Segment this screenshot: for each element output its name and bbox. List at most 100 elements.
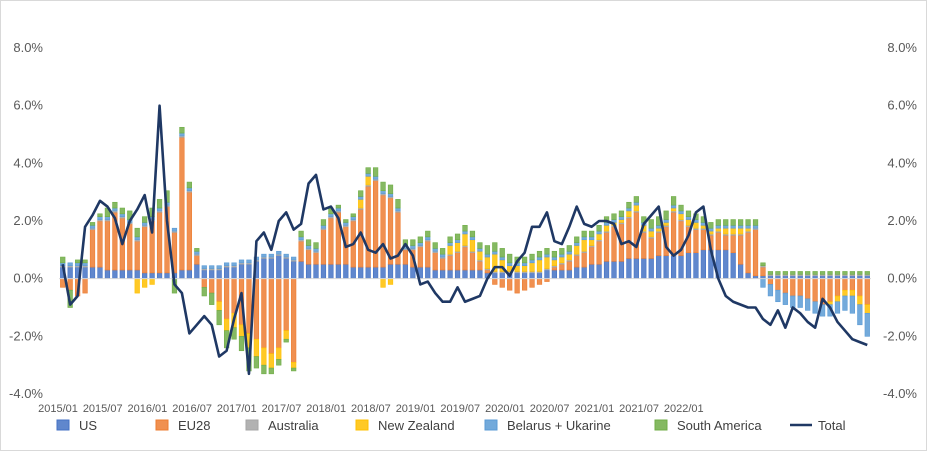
bar-us <box>410 266 416 279</box>
bar-eu28 <box>216 278 222 303</box>
bar-belarus-ukarine <box>417 242 423 246</box>
bar-belarus-ukarine <box>343 222 349 226</box>
bar-south-america <box>723 219 729 226</box>
bar-new-zealand <box>544 256 550 269</box>
bar-eu28 <box>365 186 371 268</box>
bar-belarus-ukarine <box>201 265 207 269</box>
bar-belarus-ukarine <box>663 219 669 223</box>
bar-us <box>447 269 453 279</box>
y-tick-label-left: 4.0% <box>13 155 43 170</box>
bar-belarus-ukarine <box>67 262 73 266</box>
bar-south-america <box>678 204 684 212</box>
bar-new-zealand <box>700 225 707 229</box>
bar-belarus-ukarine <box>842 295 848 311</box>
legend-label: EU28 <box>178 418 211 433</box>
bar-us <box>179 269 185 279</box>
bar-belarus-ukarine <box>75 262 81 266</box>
bar-belarus-ukarine <box>171 227 178 232</box>
bar-eu28 <box>767 278 774 285</box>
bar-eu28 <box>507 278 513 291</box>
bar-us <box>477 269 483 279</box>
bar-south-america <box>238 336 245 352</box>
bar-south-america <box>313 242 319 249</box>
bar-eu28 <box>693 229 699 254</box>
bar-belarus-ukarine <box>648 227 654 232</box>
bar-eu28 <box>536 278 543 285</box>
bar-belarus-ukarine <box>797 295 803 308</box>
bar-new-zealand <box>358 199 364 209</box>
bar-belarus-ukarine <box>581 236 587 241</box>
bar-eu28 <box>574 255 580 268</box>
bar-us <box>82 266 88 279</box>
bar-new-zealand <box>536 259 543 272</box>
bar-new-zealand <box>551 259 558 266</box>
bar-south-america <box>350 213 356 217</box>
bar-eu28 <box>529 278 535 288</box>
bar-belarus-ukarine <box>499 256 505 261</box>
bar-south-america <box>745 219 751 226</box>
bar-belarus-ukarine <box>633 201 639 206</box>
bar-south-america <box>320 219 327 226</box>
legend-label: New Zealand <box>378 418 455 433</box>
bar-belarus-ukarine <box>112 207 118 212</box>
bar-us <box>700 249 707 279</box>
bar-eu28 <box>782 278 788 294</box>
bar-new-zealand <box>670 207 677 212</box>
bar-new-zealand <box>149 278 155 285</box>
bar-belarus-ukarine <box>857 304 863 326</box>
bar-south-america <box>775 271 781 275</box>
bar-south-america <box>782 271 788 275</box>
bar-new-zealand <box>261 347 267 366</box>
bar-new-zealand <box>745 227 751 232</box>
bar-us <box>648 258 654 279</box>
legend: US EU28 Australia New Zealand Belarus + Ukar… <box>56 418 846 433</box>
bar-us <box>387 263 394 279</box>
bar-eu28 <box>142 226 148 274</box>
bar-eu28 <box>670 212 677 256</box>
bar-new-zealand <box>469 239 476 252</box>
bar-south-america <box>477 242 483 249</box>
line-total <box>61 104 868 376</box>
bar-south-america <box>864 271 870 275</box>
bar-eu28 <box>127 223 133 271</box>
bar-eu28 <box>268 278 274 354</box>
bar-us <box>156 272 163 279</box>
bar-south-america <box>209 292 215 305</box>
bar-eu28 <box>67 278 73 291</box>
bar-eu28 <box>648 238 654 259</box>
bar-south-america <box>805 271 811 275</box>
bar-new-zealand <box>268 353 274 369</box>
bar-south-america <box>97 213 103 217</box>
bar-belarus-ukarine <box>432 248 438 252</box>
bar-us <box>670 255 677 279</box>
bar-us <box>372 266 379 279</box>
bar-new-zealand <box>849 289 855 297</box>
bar-eu28 <box>276 278 282 349</box>
bar-eu28 <box>805 278 811 300</box>
bar-eu28 <box>469 252 476 271</box>
bar-belarus-ukarine <box>566 250 572 255</box>
bar-eu28 <box>589 246 595 265</box>
bar-south-america <box>432 242 438 249</box>
bar-belarus-ukarine <box>97 216 103 220</box>
bar-belarus-ukarine <box>730 225 736 229</box>
legend-swatch <box>355 419 369 431</box>
bar-new-zealand <box>581 239 587 252</box>
bar-belarus-ukarine <box>119 213 125 217</box>
bar-belarus-ukarine <box>372 176 379 180</box>
bar-south-america <box>261 364 267 375</box>
bar-belarus-ukarine <box>529 259 535 264</box>
bar-belarus-ukarine <box>775 289 781 303</box>
bar-new-zealand <box>253 338 260 357</box>
bar-us <box>492 272 498 279</box>
bar-belarus-ukarine <box>350 216 356 220</box>
bar-new-zealand <box>663 222 669 226</box>
bar-south-america <box>395 199 401 209</box>
bar-us <box>499 272 505 279</box>
bar-us <box>209 269 215 279</box>
bar-south-america <box>142 216 148 223</box>
bar-eu28 <box>752 229 759 277</box>
bar-belarus-ukarine <box>790 295 796 308</box>
bar-eu28 <box>97 220 103 268</box>
bar-belarus-ukarine <box>313 248 319 252</box>
